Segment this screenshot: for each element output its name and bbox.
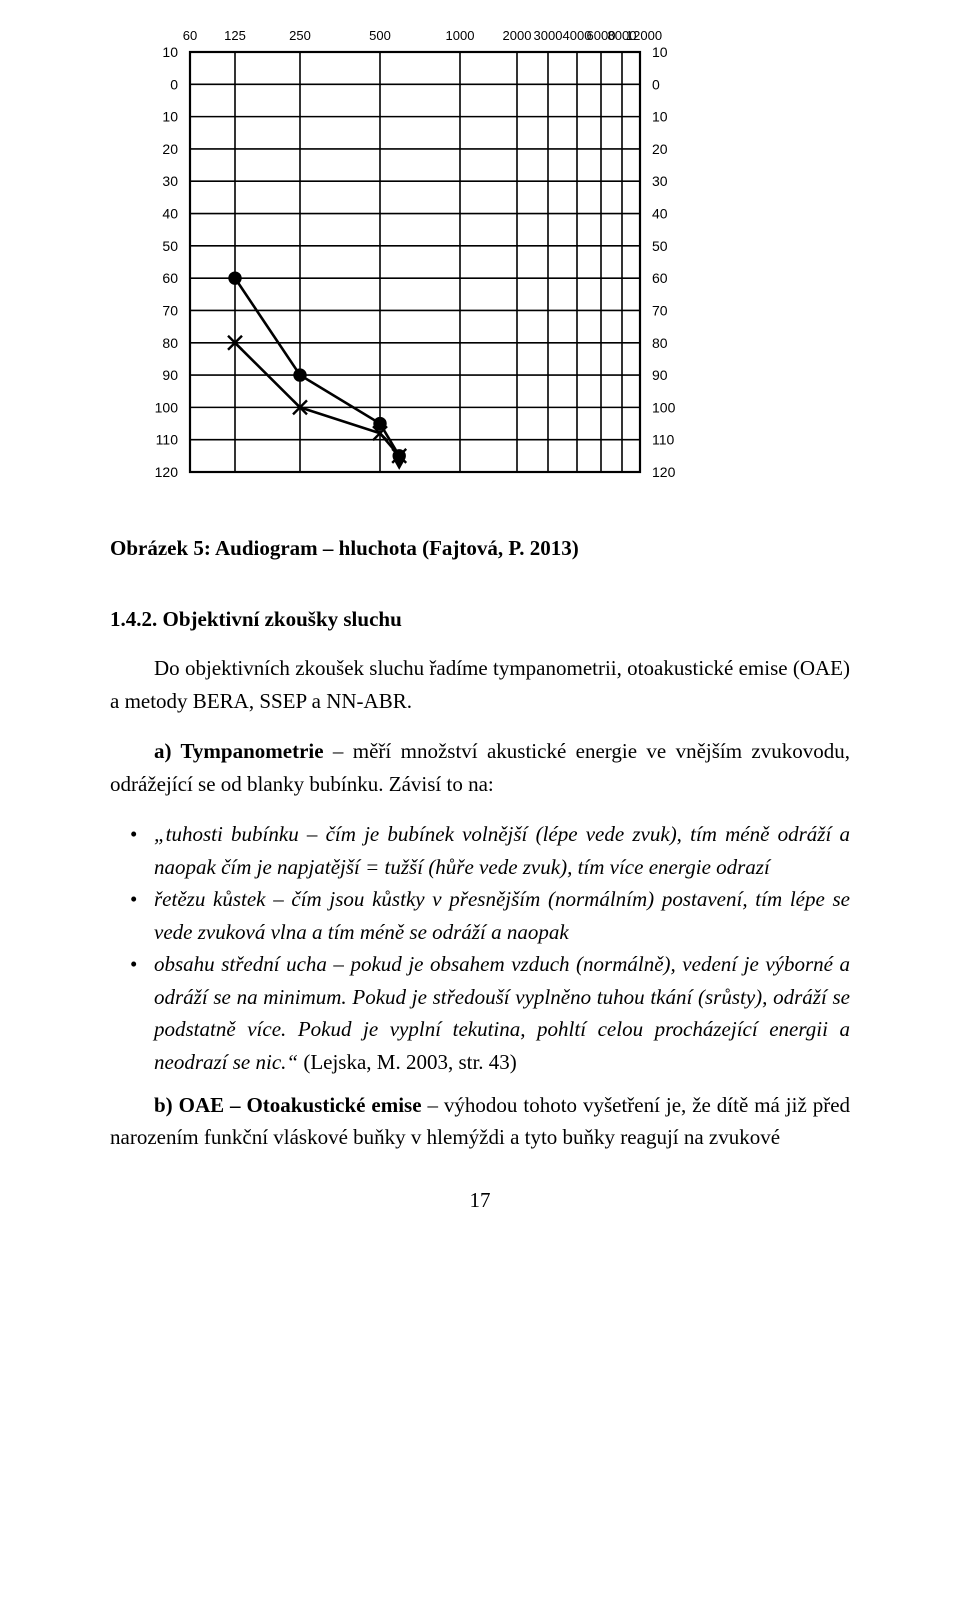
- svg-text:250: 250: [289, 28, 311, 43]
- svg-text:125: 125: [224, 28, 246, 43]
- svg-text:120: 120: [155, 464, 179, 480]
- svg-text:120: 120: [652, 464, 676, 480]
- svg-text:110: 110: [156, 432, 179, 448]
- svg-text:0: 0: [652, 76, 660, 92]
- svg-text:70: 70: [162, 302, 178, 318]
- svg-text:12000: 12000: [626, 28, 662, 43]
- svg-text:90: 90: [652, 367, 668, 383]
- svg-text:30: 30: [652, 173, 668, 189]
- svg-text:20: 20: [162, 141, 178, 157]
- list-item: „tuhosti bubínku – čím je bubínek volněj…: [110, 818, 850, 883]
- svg-text:10: 10: [652, 44, 668, 60]
- svg-text:10: 10: [162, 44, 178, 60]
- svg-text:500: 500: [369, 28, 391, 43]
- audiogram-chart: 1010001010202030304040505060607070808090…: [120, 12, 710, 512]
- section-heading: 1.4.2. Objektivní zkoušky sluchu: [110, 607, 850, 632]
- list-item: obsahu střední ucha – pokud je obsahem v…: [110, 948, 850, 1078]
- bullet-list: „tuhosti bubínku – čím je bubínek volněj…: [110, 818, 850, 1078]
- svg-text:50: 50: [652, 238, 668, 254]
- oae-paragraph: b) OAE – Otoakustické emise – výhodou to…: [110, 1089, 850, 1154]
- svg-text:80: 80: [652, 335, 668, 351]
- svg-text:30: 30: [162, 173, 178, 189]
- svg-text:40: 40: [162, 206, 178, 222]
- svg-text:90: 90: [162, 367, 178, 383]
- svg-text:1000: 1000: [446, 28, 475, 43]
- svg-text:20: 20: [652, 141, 668, 157]
- audiogram-svg: 1010001010202030304040505060607070808090…: [120, 12, 710, 512]
- svg-text:80: 80: [162, 335, 178, 351]
- svg-text:60: 60: [183, 28, 197, 43]
- figure-caption: Obrázek 5: Audiogram – hluchota (Fajtová…: [110, 536, 850, 561]
- svg-text:10: 10: [652, 109, 668, 125]
- svg-text:0: 0: [170, 76, 178, 92]
- page-number: 17: [110, 1188, 850, 1213]
- intro-paragraph: Do objektivních zkoušek sluchu řadíme ty…: [110, 652, 850, 717]
- tympanometrie-paragraph: a) Tympanometrie – měří množství akustic…: [110, 735, 850, 800]
- list-item: řetězu kůstek – čím jsou kůstky v přesně…: [110, 883, 850, 948]
- svg-text:110: 110: [652, 432, 675, 448]
- svg-text:100: 100: [652, 399, 676, 415]
- tymp-lead: a) Tympanometrie: [154, 739, 324, 763]
- svg-text:2000: 2000: [503, 28, 532, 43]
- svg-text:50: 50: [162, 238, 178, 254]
- svg-text:3000: 3000: [534, 28, 563, 43]
- svg-text:60: 60: [162, 270, 178, 286]
- svg-text:100: 100: [155, 399, 179, 415]
- oae-lead: b) OAE – Otoakustické emise: [154, 1093, 422, 1117]
- svg-text:60: 60: [652, 270, 668, 286]
- svg-text:10: 10: [162, 109, 178, 125]
- svg-text:70: 70: [652, 302, 668, 318]
- svg-text:40: 40: [652, 206, 668, 222]
